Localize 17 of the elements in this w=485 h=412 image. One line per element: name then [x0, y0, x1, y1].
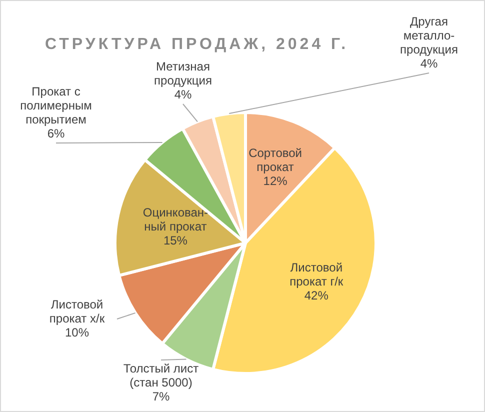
slice-label: Другая металло- продукция — [400, 14, 458, 56]
slice-label: Метизная продукция — [154, 59, 212, 88]
data-label: 12% — [263, 174, 288, 188]
data-label: 4% — [174, 87, 192, 102]
slice-label: Оцинкован- ный прокат — [142, 206, 208, 234]
data-label: 7% — [152, 389, 170, 404]
text: СТРУКТУРА ПРОДАЖ, 2024 Г. — [45, 36, 349, 54]
data-label: 42% — [304, 288, 329, 302]
slice-label: Листовой прокат г/к — [290, 260, 344, 288]
slice-label: Толстый лист (стан 5000) — [123, 361, 200, 390]
slice-label: Прокат с полимерным покрытием — [20, 84, 92, 126]
slice-label: Листовой прокат х/к — [49, 297, 106, 326]
data-label: 15% — [163, 234, 188, 248]
data-label: 10% — [64, 325, 90, 340]
data-label: 6% — [47, 126, 65, 140]
slice-label: Сортовой прокат — [248, 146, 302, 174]
data-label: 4% — [420, 56, 438, 70]
